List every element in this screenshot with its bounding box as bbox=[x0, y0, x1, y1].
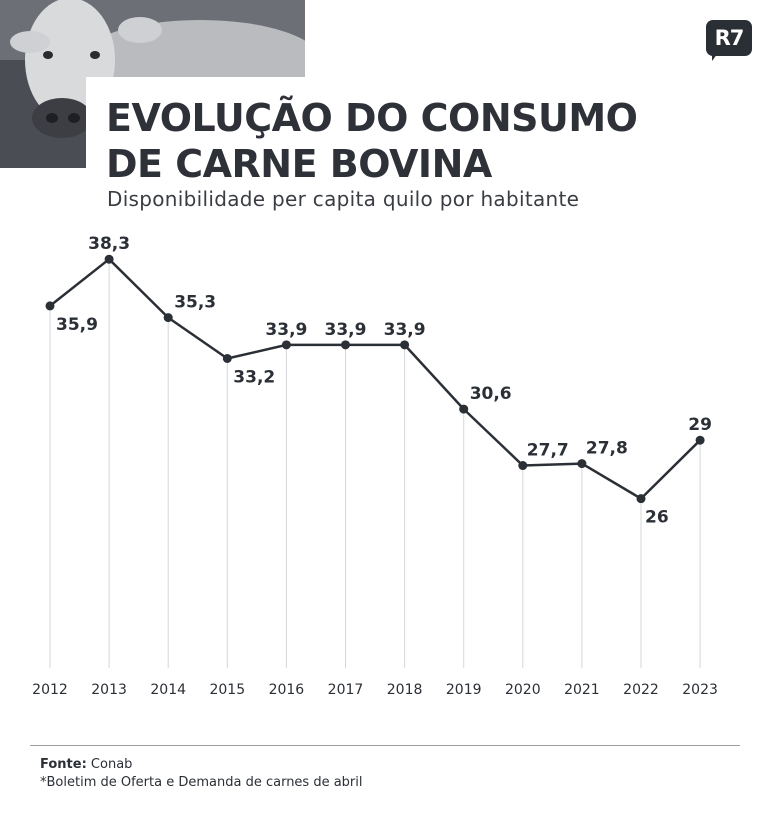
data-label-2023: 29 bbox=[688, 415, 712, 435]
data-label-2018: 33,9 bbox=[384, 320, 426, 340]
data-label-2017: 33,9 bbox=[325, 320, 367, 340]
grid-lines bbox=[49, 259, 701, 668]
data-label-2013: 38,3 bbox=[88, 234, 130, 254]
data-point-2019 bbox=[459, 404, 469, 414]
footer-note: *Boletim de Oferta e Demanda de carnes d… bbox=[40, 775, 363, 790]
data-point-2020 bbox=[518, 461, 528, 471]
x-tick-label-2018: 2018 bbox=[387, 682, 423, 698]
x-tick-label-2015: 2015 bbox=[209, 682, 245, 698]
x-tick-label-2017: 2017 bbox=[328, 682, 364, 698]
data-point-2018 bbox=[400, 340, 410, 350]
data-label-2012: 35,9 bbox=[56, 315, 98, 335]
series-line-group bbox=[49, 257, 701, 500]
source-label: Fonte: bbox=[40, 757, 87, 772]
x-tick-label-2022: 2022 bbox=[623, 682, 659, 698]
data-points bbox=[45, 254, 705, 504]
r7-logo[interactable]: R7 bbox=[706, 20, 752, 61]
data-point-2023 bbox=[695, 435, 705, 445]
x-tick-label-2014: 2014 bbox=[150, 682, 186, 698]
data-label-2015: 33,2 bbox=[233, 367, 275, 387]
x-tick-label-2023: 2023 bbox=[682, 682, 718, 698]
x-tick-label-2021: 2021 bbox=[564, 682, 600, 698]
footer-source: Fonte: Conab bbox=[40, 757, 132, 772]
data-point-2015 bbox=[222, 353, 232, 363]
line-chart: 2012 2013 2014 2015 2016 2017 2018 2019 2020 2021… bbox=[32, 234, 718, 698]
data-label-2021: 27,8 bbox=[586, 439, 628, 459]
data-labels: 35,9 38,3 35,3 33,2 33,9 33,9 33,9 30,6 27,7 27,8… bbox=[56, 234, 712, 527]
data-label-2019: 30,6 bbox=[470, 384, 512, 404]
data-point-2013 bbox=[104, 254, 114, 264]
r7-logo-tail bbox=[712, 53, 718, 61]
x-tick-label-2016: 2016 bbox=[269, 682, 305, 698]
data-point-2022 bbox=[636, 494, 646, 504]
data-point-2021 bbox=[577, 459, 587, 469]
x-tick-label-2012: 2012 bbox=[32, 682, 68, 698]
footer-divider bbox=[30, 745, 740, 746]
data-point-2017 bbox=[341, 340, 350, 350]
data-label-2014: 35,3 bbox=[174, 293, 216, 313]
chart-subtitle: Disponibilidade per capita quilo por hab… bbox=[107, 187, 580, 211]
r7-logo-text: R7 bbox=[706, 20, 752, 56]
x-tick-label-2013: 2013 bbox=[91, 682, 127, 698]
source-value: Conab bbox=[90, 757, 133, 772]
title-card: EVOLUÇÃO DO CONSUMO DE CARNE BOVINA Disp… bbox=[86, 77, 721, 227]
x-tick-label-2020: 2020 bbox=[505, 682, 541, 698]
data-label-2020: 27,7 bbox=[527, 441, 569, 461]
series-line bbox=[49, 257, 701, 500]
data-point-2014 bbox=[163, 313, 173, 323]
data-label-2022: 26 bbox=[645, 508, 669, 528]
data-point-2016 bbox=[281, 340, 291, 350]
chart-title: EVOLUÇÃO DO CONSUMO DE CARNE BOVINA bbox=[106, 96, 638, 186]
x-axis: 2012 2013 2014 2015 2016 2017 2018 2019 2020 2021… bbox=[32, 682, 718, 698]
data-label-2016: 33,9 bbox=[265, 320, 307, 340]
x-tick-label-2019: 2019 bbox=[446, 682, 482, 698]
data-point-2012 bbox=[45, 301, 55, 311]
